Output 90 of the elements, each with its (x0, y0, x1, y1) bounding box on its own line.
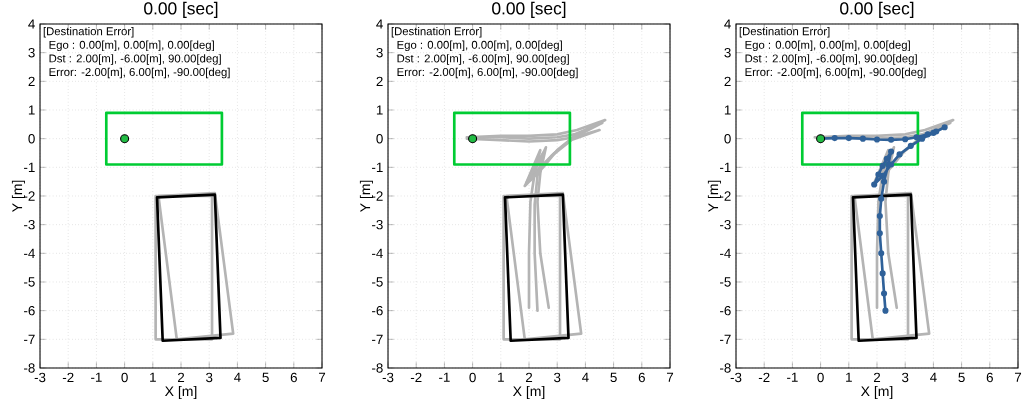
y-tick-label: -2 (24, 191, 35, 201)
y-tick-label: 1 (724, 105, 731, 115)
y-tick-label: 0 (376, 133, 383, 144)
x-tick-label: 4 (582, 372, 589, 382)
chart-title: 0.00 [sec] (492, 1, 566, 18)
annotation: Dst : 2.00[m], -6.00[m], 90.00[deg] (49, 54, 221, 65)
y-tick-label: 0 (28, 133, 35, 144)
y-tick-label: -8 (24, 363, 35, 373)
y-tick-label: -8 (372, 363, 383, 373)
x-tick-label: 0 (469, 372, 476, 383)
x-tick-label: 4 (930, 372, 937, 382)
x-tick-label: -1 (439, 372, 450, 382)
annotation: Error: -2.00[m], 6.00[m], -90.00[deg] (49, 67, 230, 79)
x-tick-label: 6 (638, 372, 645, 383)
y-tick-label: -7 (720, 334, 731, 344)
x-axis-title: X [m] (512, 385, 545, 400)
annotation: Dst : 2.00[m], -6.00[m], 90.00[deg] (745, 54, 917, 65)
x-axis-title: X [m] (860, 385, 893, 400)
annotation: [Destination Error] (739, 26, 830, 38)
y-tick-label: 1 (376, 105, 383, 115)
x-tick-label: 4 (234, 372, 241, 382)
x-tick-label: -2 (410, 372, 422, 383)
y-tick-label: 3 (724, 47, 731, 58)
y-tick-label: 2 (28, 76, 35, 86)
y-tick-label: -7 (24, 334, 35, 344)
y-tick-label: -3 (372, 219, 383, 230)
annotation: Ego : 0.00[m], 0.00[m], 0.00[deg] (397, 40, 562, 52)
y-tick-label: 2 (376, 76, 383, 86)
x-tick-label: 7 (1014, 372, 1022, 382)
y-tick-label: 3 (376, 47, 383, 58)
y-axis-title: Y [m] (11, 180, 25, 213)
x-tick-label: 0 (121, 372, 128, 383)
x-tick-label: 5 (262, 372, 269, 382)
x-tick-label: 1 (498, 372, 504, 382)
x-tick-label: 2 (873, 372, 881, 383)
y-tick-label: -4 (720, 248, 731, 258)
x-tick-label: -1 (91, 372, 102, 382)
y-tick-label: -1 (720, 162, 731, 172)
x-tick-label: 2 (177, 372, 185, 383)
x-tick-label: 5 (610, 372, 617, 382)
annotation: Ego : 0.00[m], 0.00[m], 0.00[deg] (745, 40, 910, 52)
annotation: Error: -2.00[m], 6.00[m], -90.00[deg] (745, 67, 926, 79)
y-tick-label: -6 (24, 305, 35, 316)
y-tick-label: -1 (372, 162, 383, 172)
y-tick-label: 4 (28, 19, 35, 29)
x-tick-label: 3 (206, 372, 213, 383)
y-tick-label: -4 (372, 248, 383, 258)
y-tick-label: -3 (720, 219, 731, 230)
annotation: Error: -2.00[m], 6.00[m], -90.00[deg] (397, 67, 578, 79)
x-tick-label: 6 (986, 372, 993, 383)
x-tick-label: 1 (150, 372, 156, 382)
annotation: [Destination Error] (43, 26, 134, 38)
y-tick-label: 2 (724, 76, 731, 86)
x-tick-label: 3 (554, 372, 561, 383)
y-axis-title: Y [m] (707, 180, 721, 213)
x-tick-label: 7 (666, 372, 674, 382)
annotation: Dst : 2.00[m], -6.00[m], 90.00[deg] (397, 54, 569, 65)
y-tick-label: -1 (24, 162, 35, 172)
y-tick-label: 4 (376, 19, 383, 29)
x-tick-label: 3 (901, 372, 909, 383)
y-tick-label: -4 (24, 248, 35, 258)
chart-title: 0.00 [sec] (144, 1, 218, 18)
y-tick-label: 1 (28, 105, 35, 115)
y-tick-label: 0 (724, 133, 731, 144)
y-tick-label: -6 (720, 305, 731, 316)
y-tick-label: -5 (24, 277, 35, 287)
x-tick-label: 5 (958, 372, 965, 382)
x-tick-label: 7 (319, 372, 326, 382)
annotation: [Destination Error] (391, 26, 482, 38)
y-tick-label: -5 (720, 277, 731, 287)
y-tick-label: 4 (724, 19, 731, 29)
y-tick-label: -3 (24, 219, 35, 230)
x-tick-label: 6 (290, 372, 297, 383)
y-tick-label: -8 (720, 363, 731, 373)
annotation: Ego : 0.00[m], 0.00[m], 0.00[deg] (49, 40, 214, 52)
chart-title: 0.00 [sec] (840, 1, 914, 18)
y-tick-label: -2 (720, 191, 731, 201)
x-tick-label: -2 (62, 372, 74, 383)
y-tick-label: 3 (28, 47, 35, 58)
y-tick-label: -7 (372, 334, 383, 344)
y-tick-label: -6 (372, 305, 383, 316)
x-axis-title: X [m] (164, 385, 197, 400)
x-tick-label: 2 (525, 372, 533, 383)
y-tick-label: -2 (372, 191, 383, 201)
x-tick-label: 1 (846, 372, 852, 382)
x-tick-label: -2 (758, 372, 770, 383)
x-tick-label: 0 (817, 372, 824, 383)
y-tick-label: -5 (372, 277, 383, 287)
y-axis-title: Y [m] (359, 180, 373, 213)
x-tick-label: -1 (787, 372, 798, 382)
